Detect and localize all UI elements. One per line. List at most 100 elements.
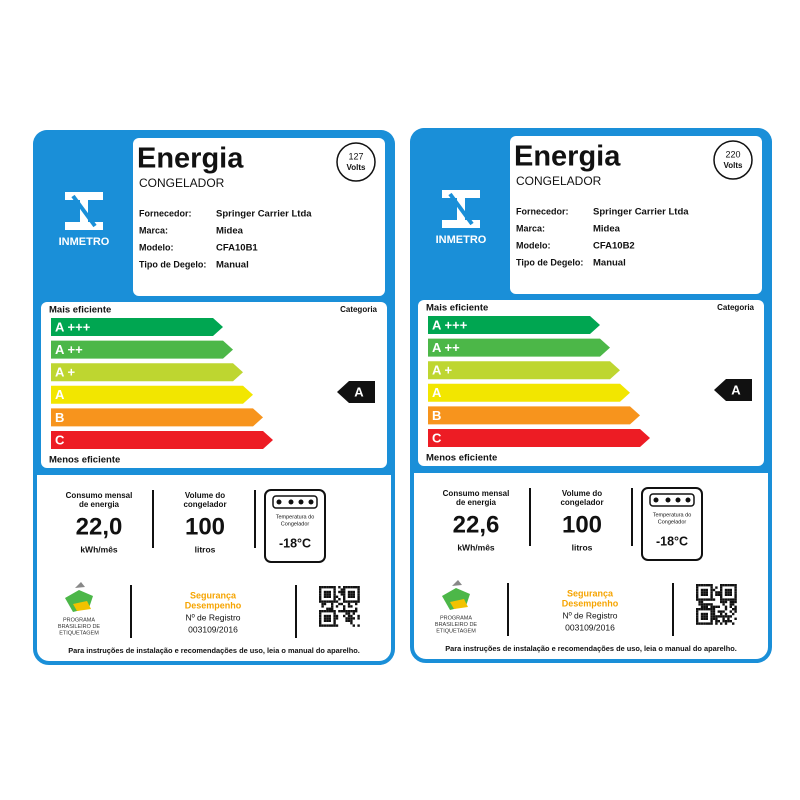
qr-module: [700, 584, 704, 587]
qr-module: [321, 605, 324, 608]
program-text: BRASILEIRO DE: [435, 622, 478, 628]
qr-module: [345, 610, 348, 613]
efficiency-bar: [428, 406, 640, 425]
qr-module: [331, 624, 334, 627]
rating-arrow: [714, 379, 752, 401]
qr-module: [696, 593, 699, 596]
efficiency-class: A +++: [432, 317, 468, 332]
qr-module: [732, 622, 735, 625]
qr-module: [326, 614, 329, 618]
qr-module: [352, 610, 355, 613]
temp-icon-dot: [308, 499, 314, 505]
qr-module: [343, 607, 346, 610]
qr-module: [708, 598, 711, 601]
qr-module: [700, 615, 704, 618]
efficiency-class: B: [55, 410, 64, 425]
qr-module: [326, 619, 329, 622]
qr-module: [703, 605, 706, 608]
qr-module: [323, 595, 327, 598]
qr-module: [319, 598, 322, 601]
qr-module: [350, 605, 353, 608]
registry-label: Nº de Registro: [185, 612, 240, 622]
volume-label: congelador: [183, 500, 226, 509]
qr-module: [340, 588, 343, 591]
qr-module: [347, 605, 351, 608]
qr-module: [724, 605, 728, 608]
qr-module: [705, 612, 708, 616]
qr-module: [734, 598, 737, 601]
qr-module: [703, 593, 706, 596]
qr-module: [729, 610, 732, 613]
qr-module: [722, 600, 725, 604]
qr-module: [710, 584, 713, 587]
qr-module: [734, 608, 737, 611]
efficiency-class: A: [55, 387, 65, 402]
field-label: Marca:: [516, 223, 545, 233]
qr-module: [724, 593, 728, 596]
volume-unit: litros: [195, 544, 216, 554]
qr-module: [727, 620, 730, 623]
qr-module: [700, 600, 704, 604]
qr-module: [734, 600, 737, 604]
qr-module: [700, 588, 704, 592]
qr-module: [321, 586, 324, 589]
qr-module: [333, 586, 336, 589]
qr-module: [328, 590, 331, 594]
qr-module: [343, 593, 346, 596]
temp-icon-dot: [288, 499, 294, 505]
program-text: PROGRAMA: [440, 615, 472, 621]
qr-module: [720, 588, 723, 592]
efficiency-class: A +: [55, 365, 76, 380]
qr-module: [345, 600, 348, 603]
qr-module: [343, 586, 346, 589]
qr-module: [357, 593, 360, 596]
qr-module: [703, 584, 706, 587]
qr-module: [705, 605, 708, 608]
qr-module: [340, 610, 343, 613]
qr-module: [350, 590, 353, 594]
program-text: ETIQUETAGEM: [436, 628, 476, 634]
qr-module: [326, 593, 329, 596]
qr-module: [700, 617, 704, 620]
info-box: [510, 136, 762, 294]
efficiency-top: Mais eficiente: [426, 303, 488, 314]
qr-module: [700, 603, 704, 606]
qr-module: [734, 596, 737, 599]
qr-module: [710, 608, 713, 611]
efficiency-bar: [51, 385, 253, 404]
qr-module: [696, 584, 699, 587]
consumption-label: Consumo mensal: [66, 491, 133, 500]
qr-module: [712, 588, 716, 592]
qr-module: [703, 591, 706, 594]
field-label: Marca:: [139, 225, 168, 235]
qr-module: [335, 600, 339, 603]
qr-module: [350, 610, 353, 613]
efficiency-bar: [51, 408, 263, 427]
qr-module: [710, 591, 713, 594]
volume-unit: litros: [572, 542, 593, 552]
qr-module: [720, 591, 723, 594]
qr-module: [326, 590, 329, 594]
qr-module: [703, 622, 706, 625]
efficiency-bar: [51, 363, 243, 382]
qr-module: [696, 612, 699, 616]
voltage-circle: [713, 140, 753, 180]
qr-module: [724, 622, 728, 625]
qr-module: [323, 602, 327, 606]
qr-module: [350, 622, 353, 625]
qr-module: [347, 590, 351, 594]
qr-module: [326, 610, 329, 613]
qr-module: [724, 591, 728, 594]
field-label: Modelo:: [139, 242, 174, 252]
registry: 003109/2016: [188, 624, 238, 634]
field-value: Springer Carrier Ltda: [593, 207, 689, 218]
qr-module: [357, 586, 360, 589]
qr-module: [734, 617, 737, 620]
qr-module: [722, 610, 725, 613]
qr-module: [705, 603, 708, 606]
qr-module: [705, 588, 708, 592]
temp-label: Temperatura do: [276, 514, 315, 520]
qr-module: [705, 593, 708, 596]
qr-module: [345, 617, 348, 620]
qr-module: [350, 600, 353, 603]
